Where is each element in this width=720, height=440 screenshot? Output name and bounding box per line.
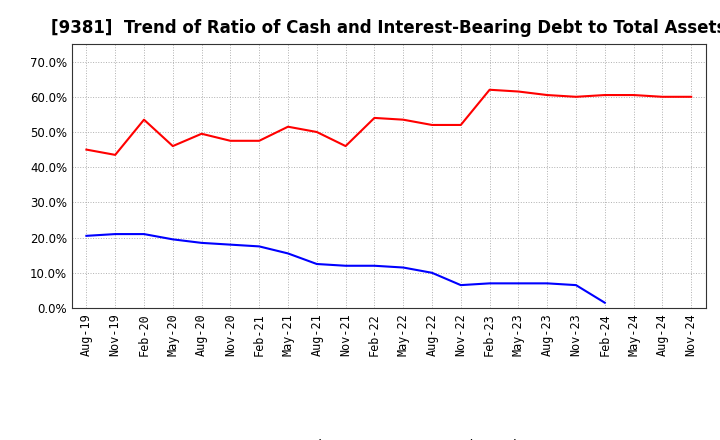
Cash (687, 94, 696, 99)
Interest-Bearing Debt (341, 263, 350, 268)
Interest-Bearing Debt (543, 281, 552, 286)
Interest-Bearing Debt (168, 237, 177, 242)
Cash (284, 124, 292, 129)
Interest-Bearing Debt (284, 251, 292, 256)
Interest-Bearing Debt (111, 231, 120, 237)
Interest-Bearing Debt (428, 270, 436, 275)
Interest-Bearing Debt (399, 265, 408, 270)
Cash (428, 122, 436, 128)
Line: Interest-Bearing Debt: Interest-Bearing Debt (86, 234, 605, 303)
Cash (456, 122, 465, 128)
Interest-Bearing Debt (572, 282, 580, 288)
Interest-Bearing Debt (82, 233, 91, 238)
Interest-Bearing Debt (456, 282, 465, 288)
Line: Cash: Cash (86, 90, 691, 155)
Cash (572, 94, 580, 99)
Interest-Bearing Debt (140, 231, 148, 237)
Interest-Bearing Debt (370, 263, 379, 268)
Interest-Bearing Debt (226, 242, 235, 247)
Legend: Cash, Interest-Bearing Debt: Cash, Interest-Bearing Debt (245, 433, 533, 440)
Interest-Bearing Debt (514, 281, 523, 286)
Cash (341, 143, 350, 149)
Interest-Bearing Debt (255, 244, 264, 249)
Cash (629, 92, 638, 98)
Interest-Bearing Debt (600, 300, 609, 305)
Cash (197, 131, 206, 136)
Cash (370, 115, 379, 121)
Cash (168, 143, 177, 149)
Cash (514, 89, 523, 94)
Cash (82, 147, 91, 152)
Cash (111, 152, 120, 158)
Cash (600, 92, 609, 98)
Cash (312, 129, 321, 135)
Interest-Bearing Debt (312, 261, 321, 267)
Title: [9381]  Trend of Ratio of Cash and Interest-Bearing Debt to Total Assets: [9381] Trend of Ratio of Cash and Intere… (51, 19, 720, 37)
Cash (485, 87, 494, 92)
Cash (226, 138, 235, 143)
Interest-Bearing Debt (485, 281, 494, 286)
Cash (140, 117, 148, 122)
Cash (658, 94, 667, 99)
Cash (543, 92, 552, 98)
Interest-Bearing Debt (197, 240, 206, 246)
Cash (399, 117, 408, 122)
Cash (255, 138, 264, 143)
